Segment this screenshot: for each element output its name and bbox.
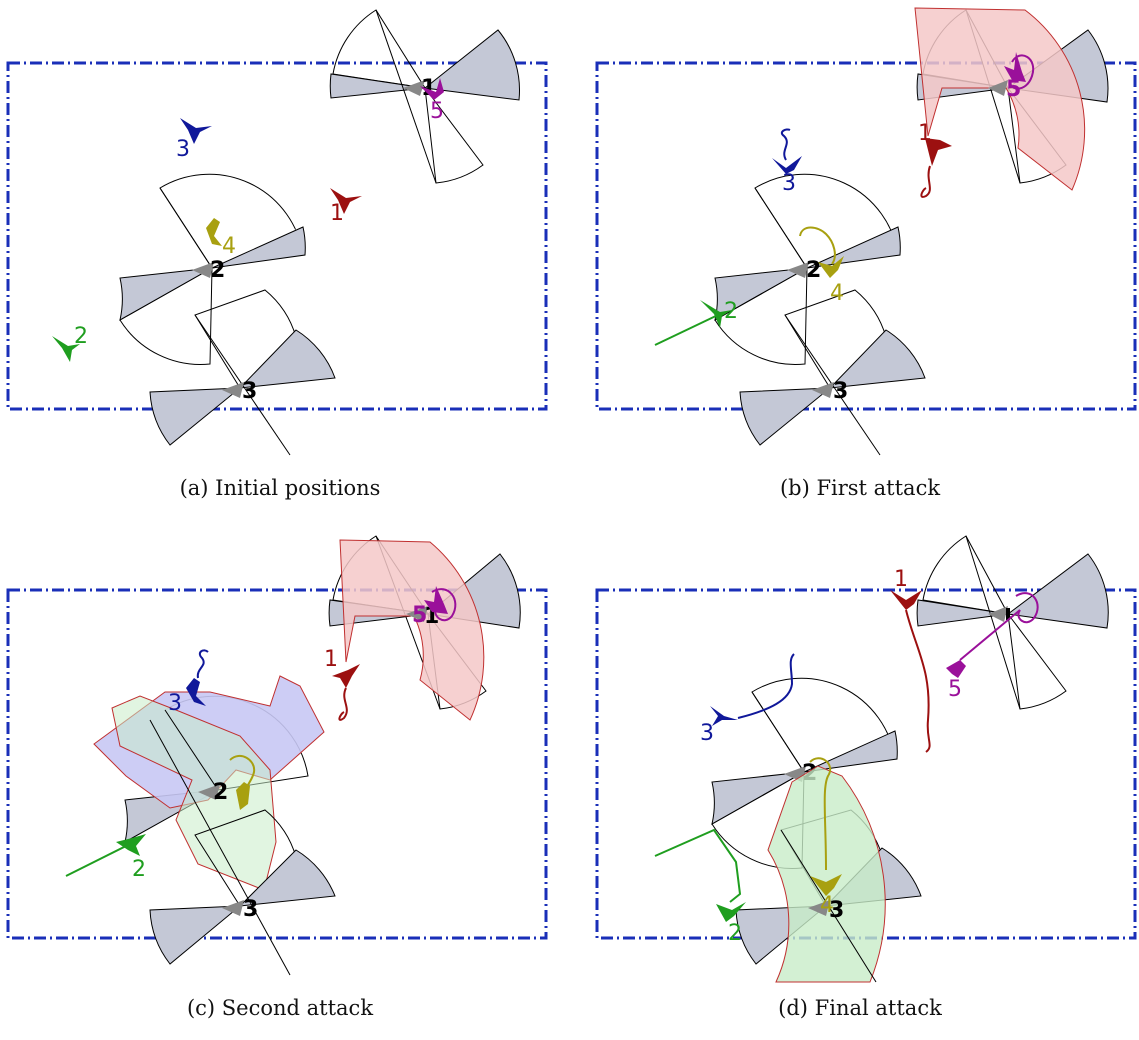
svg-text:3: 3	[168, 691, 182, 716]
defender-2: 2	[119, 173, 306, 365]
svg-text:2: 2	[724, 299, 738, 324]
defender-label: 2	[806, 258, 821, 283]
defender-label: 2	[210, 258, 225, 283]
attacker-5	[1004, 52, 1035, 90]
caption-c: (c) Second attack	[186, 996, 374, 1020]
defender-label: 3	[829, 898, 844, 923]
defender-3: 3	[735, 765, 922, 983]
defender-3: 3	[149, 719, 336, 976]
defender-label: 3	[833, 379, 848, 404]
attacker-5: 5	[946, 592, 1039, 702]
svg-text:4: 4	[830, 281, 844, 306]
defender-top: 5 1	[328, 535, 521, 721]
attacker-3: 3	[168, 649, 209, 716]
defender-2: 2	[714, 173, 901, 365]
svg-text:2: 2	[74, 324, 88, 349]
attacker-4	[229, 754, 256, 810]
attacker-4: 4	[206, 218, 236, 259]
panel-d: 2 3 1 3 5	[580, 520, 1139, 1040]
svg-text:1: 1	[324, 647, 338, 672]
attacker-1: 1	[330, 188, 362, 226]
attacker-3: 3	[772, 128, 802, 196]
defender-label: 3	[242, 379, 257, 404]
svg-text:2: 2	[132, 857, 146, 882]
caption-d: (d) Final attack	[778, 996, 942, 1020]
defender-3: 3	[149, 289, 336, 456]
attack-zone-green	[767, 765, 886, 983]
svg-text:3: 3	[700, 721, 714, 746]
panel-b: 5 2 3 1 3	[580, 0, 1139, 520]
svg-text:4: 4	[820, 893, 834, 918]
boundary-rect	[6, 61, 548, 411]
svg-text:5: 5	[948, 677, 962, 702]
defender-top: 5	[914, 7, 1109, 191]
attacker-1: 1	[890, 567, 931, 753]
svg-text:2: 2	[728, 921, 742, 946]
defender-1: 1	[329, 9, 520, 184]
attacker-1: 1	[324, 647, 360, 721]
attacker-4: 4	[809, 757, 842, 918]
svg-text:5: 5	[430, 99, 444, 124]
svg-text:4: 4	[222, 234, 236, 259]
svg-text:3: 3	[176, 137, 190, 162]
attacker-3: 3	[176, 118, 212, 162]
panel-a: 1 2 3 1 2	[0, 0, 560, 520]
diagram-d: 2 3 1 3 5	[595, 535, 1137, 983]
defender-top	[916, 535, 1109, 710]
diagram-c: 5 1 2 3 1	[6, 535, 548, 976]
svg-text:1: 1	[330, 201, 344, 226]
attacker-2: 2	[654, 828, 746, 946]
svg-text:1: 1	[894, 567, 908, 592]
diagram-a: 1 2 3 1 2	[6, 9, 548, 456]
svg-text:1: 1	[918, 121, 932, 146]
diagram-b: 5 2 3 1 3	[595, 7, 1137, 456]
attacker-2: 2	[654, 299, 738, 346]
defender-label: 5	[412, 603, 427, 628]
attacker-5: 5	[420, 78, 444, 124]
attack-zone-red	[914, 7, 1086, 191]
defender-label: 2	[213, 780, 228, 805]
attacker-5	[424, 586, 457, 622]
defender-label: 3	[243, 897, 258, 922]
attacker-3: 3	[700, 653, 795, 746]
attack-zone-red	[339, 539, 485, 721]
boundary-rect	[6, 588, 548, 940]
caption-b: (b) First attack	[779, 476, 941, 500]
defender-3: 3	[739, 289, 926, 456]
panel-c: 5 1 2 3 1	[0, 520, 560, 1040]
attacker-2: 2	[65, 834, 146, 882]
svg-text:3: 3	[782, 171, 796, 196]
caption-a: (a) Initial positions	[179, 476, 381, 500]
boundary-rect	[595, 61, 1137, 411]
attacker-1: 1	[918, 121, 952, 198]
attacker-2: 2	[52, 324, 88, 362]
attacker-4: 4	[799, 226, 844, 306]
